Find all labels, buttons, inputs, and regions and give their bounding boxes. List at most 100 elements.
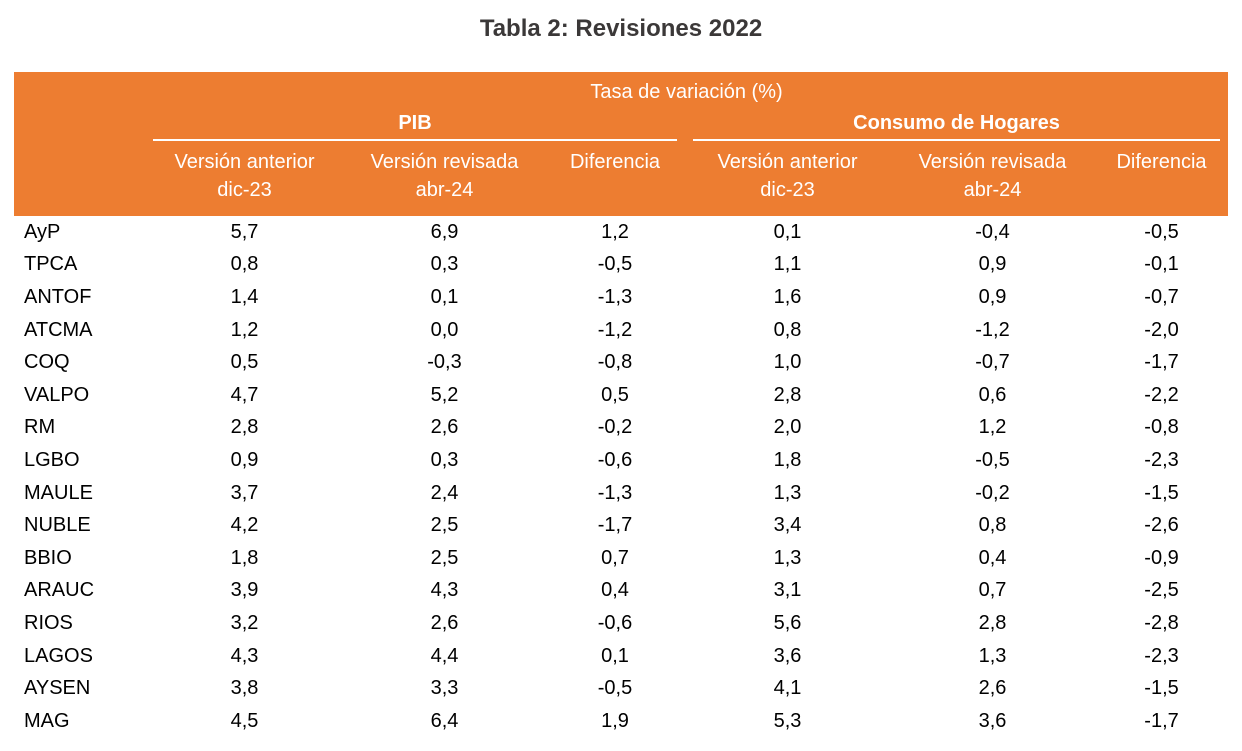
consumo-anterior-value: 1,3 — [773, 481, 802, 504]
consumo-diferencia-value: -0,5 — [1144, 220, 1179, 243]
consumo-revisada-value: 3,6 — [978, 709, 1007, 732]
group-header-consumo: Consumo de Hogares — [685, 109, 1228, 141]
corner-cell — [14, 141, 145, 179]
consumo-diferencia-value: -2,3 — [1144, 644, 1179, 667]
pib-diferencia-value: -0,5 — [597, 677, 633, 700]
consumo-diferencia-value: -2,2 — [1144, 383, 1179, 406]
region-label: VALPO — [24, 383, 90, 406]
consumo-diferencia-value: -2,8 — [1144, 611, 1179, 634]
consumo-diferencia-value: -2,3 — [1144, 448, 1179, 471]
col-header-consumo-revisada: Versión revisada — [918, 150, 1067, 173]
region-label: MAG — [24, 709, 70, 732]
pib-revisada-value: 5,2 — [430, 383, 459, 406]
consumo-anterior-value: 1,6 — [773, 285, 802, 308]
table-row: ANTOF 1,4 0,1 -1,3 1,6 0,9 -0,7 — [14, 281, 1228, 314]
consumo-diferencia-value: -2,6 — [1144, 514, 1179, 537]
table-row: LAGOS 4,3 4,4 0,1 3,6 1,3 -2,3 — [14, 640, 1228, 673]
consumo-revisada-value: -0,7 — [975, 351, 1010, 374]
pib-revisada-value: 0,3 — [430, 253, 459, 276]
date-header-row: dic-23 abr-24 dic-23 abr-24 — [14, 179, 1228, 216]
pib-revisada-value: 2,6 — [430, 416, 459, 439]
page-title: Tabla 2: Revisiones 2022 — [479, 15, 763, 42]
region-label: RM — [24, 416, 56, 439]
pib-diferencia-value: -0,2 — [597, 416, 633, 439]
group-header-pib-label: PIB — [153, 112, 677, 141]
consumo-diferencia-value: -2,5 — [1144, 579, 1179, 602]
consumo-anterior-value: 1,3 — [773, 546, 802, 569]
consumo-anterior-value: 3,6 — [773, 644, 802, 667]
pib-revisada-value: 4,3 — [430, 579, 459, 602]
consumo-diferencia-value: -1,5 — [1144, 677, 1179, 700]
pib-anterior-value: 0,8 — [230, 253, 259, 276]
pib-anterior-value: 3,7 — [230, 481, 259, 504]
table-row: NUBLE 4,2 2,5 -1,7 3,4 0,8 -2,6 — [14, 509, 1228, 542]
pib-anterior-value: 4,2 — [230, 514, 259, 537]
pib-diferencia-value: -1,3 — [597, 285, 633, 308]
table-header: Tasa de variación (%) PIB Consumo de Hog… — [14, 72, 1229, 216]
pib-anterior-value: 3,8 — [230, 677, 259, 700]
consumo-diferencia-value: -0,9 — [1144, 546, 1179, 569]
table-row: ARAUC 3,9 4,3 0,4 3,1 0,7 -2,5 — [14, 575, 1228, 608]
consumo-revisada-value: -0,5 — [975, 448, 1010, 471]
pib-diferencia-value: -1,3 — [597, 481, 633, 504]
unit-header-row: Tasa de variación (%) — [14, 72, 1228, 109]
consumo-revisada-value: 0,9 — [978, 285, 1007, 308]
pib-diferencia-value: -0,8 — [597, 351, 633, 374]
consumo-anterior-value: 1,1 — [773, 253, 802, 276]
consumo-revisada-value: 0,8 — [978, 514, 1007, 537]
pib-revisada-value: 6,9 — [430, 220, 459, 243]
consumo-anterior-value: 1,0 — [773, 351, 802, 374]
table-row: MAG 4,5 6,4 1,9 5,3 3,6 -1,7 — [14, 705, 1228, 738]
consumo-diferencia-value: -0,7 — [1144, 285, 1179, 308]
pib-diferencia-value: 0,1 — [601, 644, 629, 667]
region-label: AYSEN — [24, 677, 91, 700]
consumo-revisada-value: 0,4 — [978, 546, 1007, 569]
corner-cell — [14, 72, 145, 109]
consumo-revisada-value: 1,3 — [978, 644, 1007, 667]
consumo-diferencia-value: -2,0 — [1144, 318, 1179, 341]
pib-diferencia-value: 0,7 — [601, 546, 629, 569]
date-header-pib-diferencia — [545, 179, 685, 216]
table-row: RM 2,8 2,6 -0,2 2,0 1,2 -0,8 — [14, 412, 1228, 445]
pib-anterior-value: 1,8 — [230, 546, 259, 569]
pib-diferencia-value: 0,4 — [601, 579, 629, 602]
date-header-pib-anterior: dic-23 — [217, 179, 272, 201]
consumo-diferencia-value: -1,7 — [1144, 709, 1179, 732]
table-row: VALPO 4,7 5,2 0,5 2,8 0,6 -2,2 — [14, 379, 1228, 412]
table-row: AyP 5,7 6,9 1,2 0,1 -0,4 -0,5 — [14, 216, 1228, 249]
group-header-row: PIB Consumo de Hogares — [14, 109, 1228, 141]
date-header-consumo-diferencia — [1095, 179, 1228, 216]
table-row: MAULE 3,7 2,4 -1,3 1,3 -0,2 -1,5 — [14, 477, 1228, 510]
pib-diferencia-value: -0,6 — [597, 611, 633, 634]
consumo-anterior-value: 3,1 — [773, 579, 802, 602]
col-header-pib-anterior: Versión anterior — [174, 150, 315, 173]
consumo-anterior-value: 5,6 — [773, 611, 802, 634]
pib-revisada-value: 0,0 — [430, 318, 459, 341]
region-label: LAGOS — [24, 644, 93, 667]
consumo-anterior-value: 0,1 — [773, 220, 802, 243]
date-header-pib-revisada: abr-24 — [415, 179, 474, 201]
pib-anterior-value: 3,2 — [230, 611, 259, 634]
pib-revisada-value: 6,4 — [430, 709, 459, 732]
revisions-table: Tasa de variación (%) PIB Consumo de Hog… — [14, 72, 1229, 738]
consumo-revisada-value: -1,2 — [975, 318, 1010, 341]
region-label: COQ — [24, 351, 70, 374]
pib-anterior-value: 0,5 — [230, 351, 259, 374]
pib-anterior-value: 0,9 — [230, 448, 259, 471]
consumo-revisada-value: 0,9 — [978, 253, 1007, 276]
table-row: LGBO 0,9 0,3 -0,6 1,8 -0,5 -2,3 — [14, 444, 1228, 477]
col-header-consumo-anterior: Versión anterior — [717, 150, 858, 173]
pib-revisada-value: 2,5 — [430, 546, 459, 569]
region-label: BBIO — [24, 546, 72, 569]
pib-anterior-value: 4,7 — [230, 383, 259, 406]
region-label: AyP — [24, 220, 61, 243]
pib-diferencia-value: -1,2 — [597, 318, 633, 341]
consumo-anterior-value: 1,8 — [773, 448, 802, 471]
consumo-revisada-value: 2,6 — [978, 677, 1007, 700]
pib-anterior-value: 2,8 — [230, 416, 259, 439]
corner-cell — [14, 109, 145, 141]
date-header-consumo-anterior: dic-23 — [760, 179, 815, 201]
pib-diferencia-value: -0,6 — [597, 448, 633, 471]
region-label: LGBO — [24, 448, 80, 471]
consumo-diferencia-value: -1,5 — [1144, 481, 1179, 504]
